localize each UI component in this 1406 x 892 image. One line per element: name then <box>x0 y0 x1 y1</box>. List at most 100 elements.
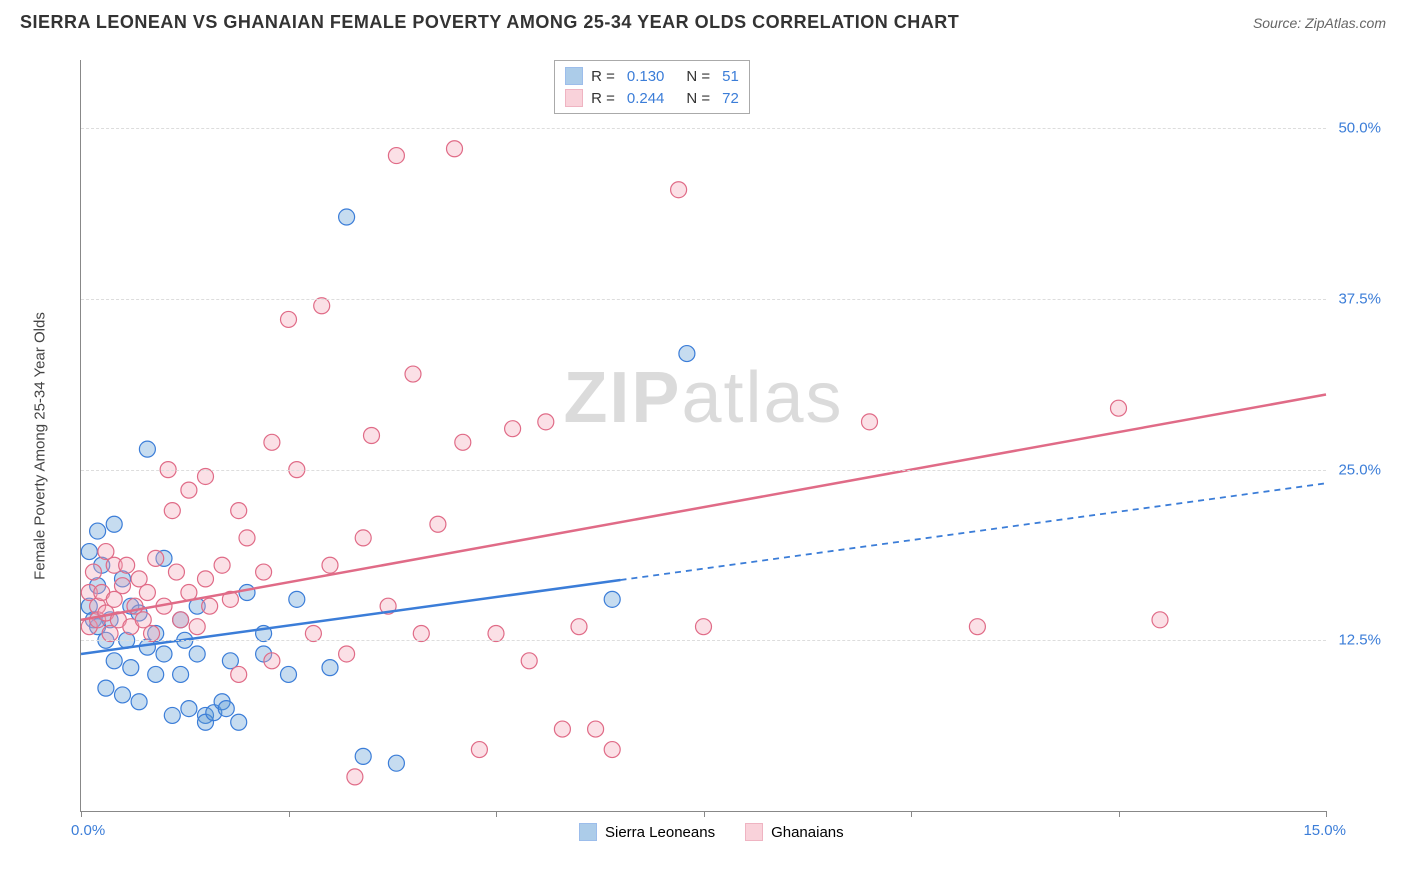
y-tick-label: 50.0% <box>1338 120 1381 137</box>
data-point <box>289 591 305 607</box>
data-point <box>181 482 197 498</box>
data-point <box>189 619 205 635</box>
data-point <box>505 421 521 437</box>
data-point <box>81 544 97 560</box>
stats-r-label: R = <box>591 68 615 85</box>
y-tick-label: 25.0% <box>1338 461 1381 478</box>
y-tick-label: 37.5% <box>1338 290 1381 307</box>
data-point <box>355 748 371 764</box>
x-tick <box>911 811 912 817</box>
x-tick <box>289 811 290 817</box>
data-point <box>679 346 695 362</box>
x-tick <box>496 811 497 817</box>
stats-n-label: N = <box>686 68 710 85</box>
data-point <box>471 742 487 758</box>
data-point <box>264 434 280 450</box>
stats-n-label: N = <box>686 90 710 107</box>
data-point <box>355 530 371 546</box>
data-point <box>214 557 230 573</box>
data-point <box>305 625 321 641</box>
data-point <box>1111 400 1127 416</box>
data-point <box>322 557 338 573</box>
data-point <box>447 141 463 157</box>
data-point <box>671 182 687 198</box>
trend-line <box>81 580 621 654</box>
x-origin-label: 0.0% <box>71 822 105 839</box>
data-point <box>218 701 234 717</box>
data-point <box>119 557 135 573</box>
data-point <box>231 503 247 519</box>
data-point <box>969 619 985 635</box>
data-point <box>168 564 184 580</box>
data-point <box>1152 612 1168 628</box>
data-point <box>106 516 122 532</box>
source-label: Source: ZipAtlas.com <box>1253 15 1386 31</box>
data-point <box>231 666 247 682</box>
data-point <box>430 516 446 532</box>
y-axis-label: Female Poverty Among 25-34 Year Olds <box>32 312 49 580</box>
data-point <box>588 721 604 737</box>
data-point <box>388 755 404 771</box>
data-point <box>281 311 297 327</box>
data-point <box>148 666 164 682</box>
legend-label: Sierra Leoneans <box>605 824 715 841</box>
data-point <box>554 721 570 737</box>
bottom-legend: Sierra Leoneans Ghanaians <box>579 823 844 841</box>
stats-r-value: 0.130 <box>627 68 665 85</box>
y-tick-label: 12.5% <box>1338 632 1381 649</box>
data-point <box>521 653 537 669</box>
legend-swatch <box>565 67 583 85</box>
data-point <box>164 503 180 519</box>
x-max-label: 15.0% <box>1303 822 1346 839</box>
data-point <box>156 646 172 662</box>
data-point <box>198 468 214 484</box>
data-point <box>139 441 155 457</box>
data-point <box>364 428 380 444</box>
legend-item: Ghanaians <box>745 823 844 841</box>
data-point <box>85 564 101 580</box>
x-tick <box>1326 811 1327 817</box>
stats-r-value: 0.244 <box>627 90 665 107</box>
data-point <box>538 414 554 430</box>
data-point <box>115 578 131 594</box>
stats-box: R = 0.130 N = 51 R = 0.244 N = 72 <box>554 60 750 114</box>
stats-n-value: 72 <box>722 90 739 107</box>
scatter-svg <box>81 60 1326 811</box>
data-point <box>123 660 139 676</box>
data-point <box>90 523 106 539</box>
data-point <box>144 625 160 641</box>
data-point <box>198 571 214 587</box>
chart-title: SIERRA LEONEAN VS GHANAIAN FEMALE POVERT… <box>20 12 959 33</box>
stats-row: R = 0.130 N = 51 <box>565 65 739 87</box>
legend-swatch <box>565 89 583 107</box>
data-point <box>189 646 205 662</box>
stats-n-value: 51 <box>722 68 739 85</box>
x-tick <box>704 811 705 817</box>
legend-swatch <box>579 823 597 841</box>
data-point <box>106 653 122 669</box>
data-point <box>862 414 878 430</box>
trend-line <box>81 395 1326 620</box>
x-tick <box>81 811 82 817</box>
data-point <box>604 591 620 607</box>
legend-swatch <box>745 823 763 841</box>
data-point <box>202 598 218 614</box>
data-point <box>405 366 421 382</box>
stats-r-label: R = <box>591 90 615 107</box>
data-point <box>339 646 355 662</box>
stats-row: R = 0.244 N = 72 <box>565 87 739 109</box>
trend-line-dashed <box>621 483 1327 580</box>
gridline <box>81 299 1326 300</box>
data-point <box>322 660 338 676</box>
data-point <box>314 298 330 314</box>
x-tick <box>1119 811 1120 817</box>
data-point <box>98 680 114 696</box>
gridline <box>81 470 1326 471</box>
data-point <box>571 619 587 635</box>
data-point <box>256 564 272 580</box>
data-point <box>413 625 429 641</box>
data-point <box>339 209 355 225</box>
data-point <box>388 148 404 164</box>
data-point <box>347 769 363 785</box>
data-point <box>231 714 247 730</box>
